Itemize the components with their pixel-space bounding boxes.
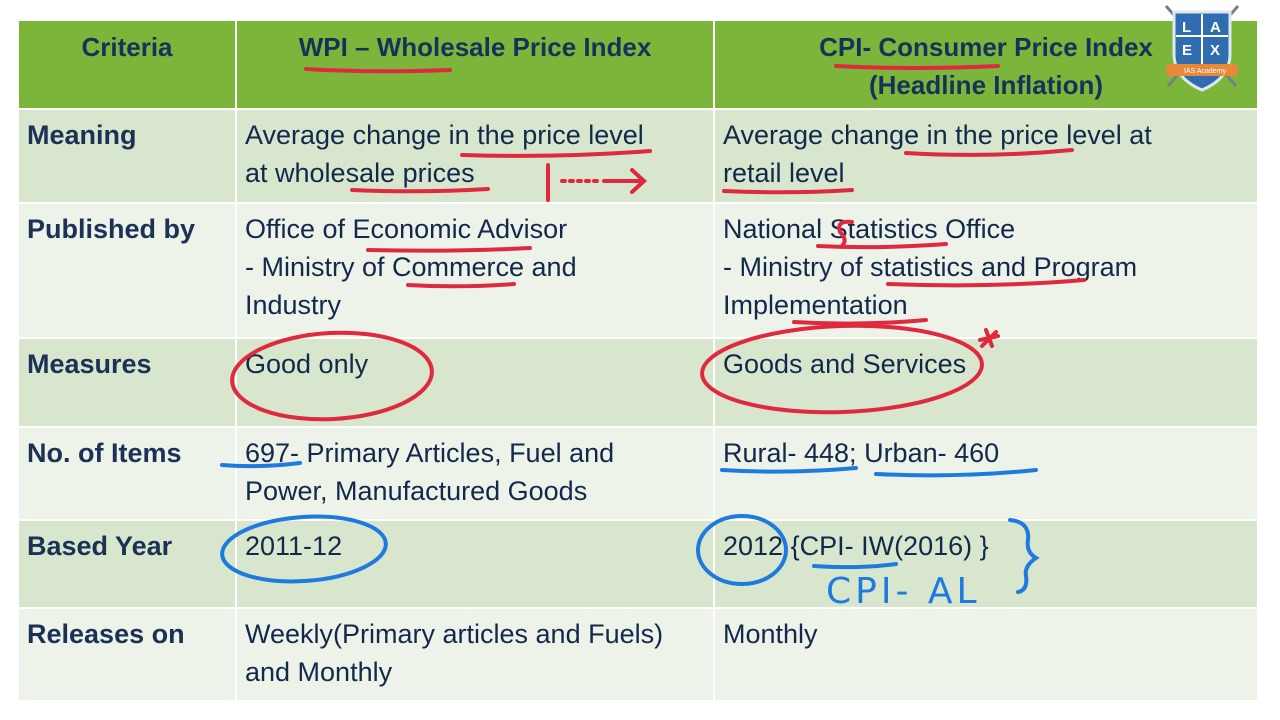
table-row-releases: Releases on Weekly(Primary articles and … <box>17 607 1259 702</box>
table-row-meaning: Meaning Average change in the price leve… <box>17 108 1259 204</box>
criteria-cell: Based Year <box>17 519 237 609</box>
criteria-cell: Meaning <box>17 108 237 204</box>
cell-line: Average change in the price level at <box>723 120 1152 150</box>
logo-letter: X <box>1210 42 1220 59</box>
cell-line: Average change in the price level <box>245 120 644 150</box>
logo-ribbon <box>1166 64 1238 76</box>
cell-line: Goods and Services <box>723 349 967 379</box>
criteria-cell: Published by <box>17 202 237 339</box>
table-row-items: No. of Items 697- Primary Articles, Fuel… <box>17 426 1259 521</box>
table-row-published-by: Published by Office of Economic Advisor … <box>17 202 1259 339</box>
table-row-measures: Measures Good only Goods and Services <box>17 337 1259 428</box>
wpi-cell: Weekly(Primary articles and Fuels) and M… <box>235 607 715 702</box>
cell-line: Monthly <box>723 619 818 649</box>
cell-line: Office of Economic Advisor <box>245 214 568 244</box>
laex-logo: L A E X IAS Academy <box>1164 5 1240 92</box>
cpi-cell: Average change in the price level at ret… <box>713 108 1259 204</box>
cpi-cell: Monthly <box>713 607 1259 702</box>
table-row-base-year: Based Year 2011-12 2012 {CPI- IW(2016) } <box>17 519 1259 609</box>
wpi-cell: Good only <box>235 337 715 428</box>
header-cpi-line1: CPI- Consumer Price Index <box>819 32 1153 62</box>
cpi-cell: Rural- 448; Urban- 460 <box>713 426 1259 521</box>
cell-line: Implementation <box>723 290 908 320</box>
logo-letter: A <box>1210 19 1221 36</box>
wpi-cell: 697- Primary Articles, Fuel and Power, M… <box>235 426 715 521</box>
header-row: Criteria WPI – Wholesale Price Index CPI… <box>17 19 1259 110</box>
criteria-cell: No. of Items <box>17 426 237 521</box>
comparison-table: Criteria WPI – Wholesale Price Index CPI… <box>17 19 1259 702</box>
cell-line: 2012 {CPI- IW(2016) } <box>723 531 989 561</box>
cell-line: Weekly(Primary articles and Fuels) <box>245 619 664 649</box>
header-cpi: CPI- Consumer Price Index (Headline Infl… <box>713 19 1259 110</box>
cell-line: 2011-12 <box>245 531 343 561</box>
cell-line: Power, Manufactured Goods <box>245 476 588 506</box>
cell-line: - Ministry of Commerce and <box>245 252 577 282</box>
logo-letter: L <box>1182 19 1191 36</box>
cell-line: Industry <box>245 290 342 320</box>
header-wpi: WPI – Wholesale Price Index <box>235 19 715 110</box>
cell-line: - Ministry of statistics and Program <box>723 252 1138 282</box>
cpi-cell: National Statistics Office - Ministry of… <box>713 202 1259 339</box>
logo-letter: E <box>1182 42 1192 59</box>
wpi-cell: Average change in the price level at who… <box>235 108 715 204</box>
cell-line: Rural- 448; Urban- 460 <box>723 438 1000 468</box>
cell-line: National Statistics Office <box>723 214 1016 244</box>
cell-line: at wholesale prices <box>245 158 475 188</box>
cell-line: and Monthly <box>245 657 393 687</box>
header-cpi-line2: (Headline Inflation) <box>869 70 1103 100</box>
cpi-cell: Goods and Services <box>713 337 1259 428</box>
criteria-cell: Releases on <box>17 607 237 702</box>
logo-tagline: IAS Academy <box>1184 68 1227 75</box>
criteria-cell: Measures <box>17 337 237 428</box>
cell-line: retail level <box>723 158 845 188</box>
cell-line: Good only <box>245 349 369 379</box>
cpi-cell: 2012 {CPI- IW(2016) } <box>713 519 1259 609</box>
cell-line: 697- Primary Articles, Fuel and <box>245 438 615 468</box>
wpi-cell: 2011-12 <box>235 519 715 609</box>
header-criteria: Criteria <box>17 19 237 110</box>
wpi-cell: Office of Economic Advisor - Ministry of… <box>235 202 715 339</box>
